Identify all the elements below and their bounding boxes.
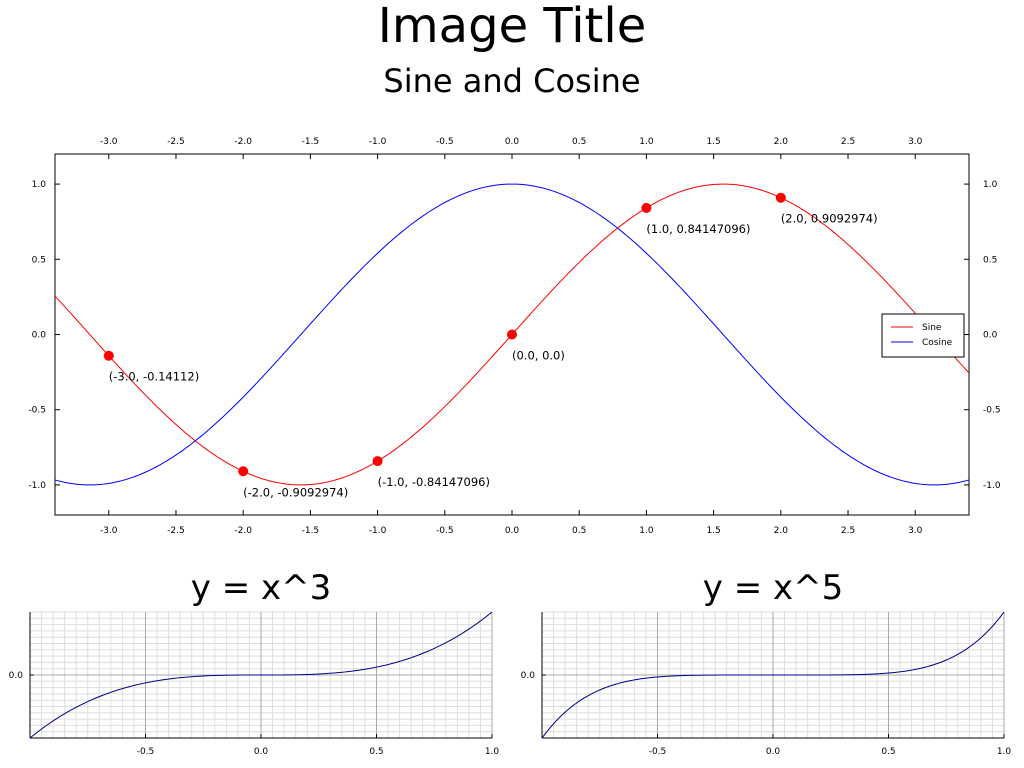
data-point-marker bbox=[103, 350, 114, 361]
x-tick-label: 0.0 bbox=[766, 747, 781, 757]
x-tick-label-bottom: 0.5 bbox=[572, 526, 586, 536]
x-tick-label: 0.5 bbox=[881, 747, 895, 757]
x-tick-label-bottom: -3.0 bbox=[100, 526, 118, 536]
x-tick-label-bottom: -2.5 bbox=[167, 526, 185, 536]
x-tick-label: -0.5 bbox=[137, 747, 155, 757]
x-tick-label-top: -3.0 bbox=[100, 137, 118, 147]
x-tick-label-top: 1.0 bbox=[639, 137, 654, 147]
x-tick-label-top: 1.5 bbox=[706, 137, 720, 147]
y-tick-label-left: -0.5 bbox=[28, 406, 46, 416]
data-point-marker bbox=[372, 456, 383, 467]
data-point-marker bbox=[775, 192, 786, 203]
x-tick-label-bottom: 1.0 bbox=[639, 526, 654, 536]
x-tick-label-bottom: 3.0 bbox=[908, 526, 923, 536]
x-tick-label-bottom: 0.0 bbox=[505, 526, 520, 536]
y-tick-label-right: -1.0 bbox=[983, 481, 1001, 491]
y-tick-label: 0.0 bbox=[521, 671, 536, 681]
quintic-chart-title: y = x^5 bbox=[702, 568, 844, 608]
x-tick-label-bottom: 2.0 bbox=[774, 526, 789, 536]
x-tick-label-bottom: -1.5 bbox=[302, 526, 320, 536]
x-tick-label-top: 0.0 bbox=[505, 137, 520, 147]
x-tick-label-top: -2.5 bbox=[167, 137, 185, 147]
data-point-label: (-1.0, -0.84147096) bbox=[378, 475, 490, 489]
legend-box bbox=[881, 313, 965, 358]
data-point-label: (1.0, 0.84147096) bbox=[646, 222, 750, 236]
data-point-marker bbox=[238, 466, 249, 477]
x-tick-label: 0.5 bbox=[369, 747, 383, 757]
x-tick-label-bottom: -0.5 bbox=[436, 526, 454, 536]
y-tick-label-left: 1.0 bbox=[32, 180, 47, 190]
cubic-chart: -0.5 0.0 0.5 1.0 0.0 bbox=[9, 611, 500, 757]
data-point-label: (0.0, 0.0) bbox=[512, 349, 565, 363]
x-tick-label-top: -0.5 bbox=[436, 137, 454, 147]
y-tick-label-right: -0.5 bbox=[983, 406, 1001, 416]
y-tick-label-left: 0.0 bbox=[32, 331, 47, 341]
data-point-marker bbox=[507, 329, 517, 340]
y-tick-label-right: 1.0 bbox=[983, 180, 998, 190]
series-line-quintic bbox=[541, 611, 1005, 739]
data-point-label: (-2.0, -0.9092974) bbox=[243, 485, 348, 499]
x-tick-label: 1.0 bbox=[485, 747, 500, 757]
y-tick-label-right: 0.0 bbox=[983, 331, 998, 341]
cubic-chart-title: y = x^3 bbox=[190, 568, 332, 608]
series-line-cosine bbox=[54, 183, 970, 486]
legend-label-cosine: Cosine bbox=[922, 338, 953, 348]
data-point-label: (2.0, 0.9092974) bbox=[781, 212, 878, 226]
x-tick-label-bottom: 2.5 bbox=[841, 526, 855, 536]
quintic-chart: -0.5 0.0 0.5 1.0 0.0 bbox=[521, 611, 1012, 757]
x-tick-label-bottom: 1.5 bbox=[706, 526, 720, 536]
series-line-cubic bbox=[29, 611, 493, 739]
x-tick-label: 1.0 bbox=[997, 747, 1012, 757]
y-tick-label-right: 0.5 bbox=[983, 255, 997, 265]
x-tick-label-top: -1.0 bbox=[369, 137, 387, 147]
legend-label-sine: Sine bbox=[922, 323, 942, 333]
x-tick-label-top: -1.5 bbox=[302, 137, 320, 147]
data-point-marker bbox=[641, 202, 652, 213]
x-tick-label: -0.5 bbox=[649, 747, 667, 757]
x-tick-label-top: 0.5 bbox=[572, 137, 586, 147]
page-title: Image Title bbox=[377, 0, 647, 54]
page-subtitle: Sine and Cosine bbox=[383, 62, 641, 100]
data-point-label: (-3.0, -0.14112) bbox=[109, 370, 199, 384]
x-tick-label: 0.0 bbox=[254, 747, 269, 757]
x-tick-label-top: 3.0 bbox=[908, 137, 923, 147]
y-tick-label: 0.0 bbox=[9, 671, 24, 681]
sine-cosine-chart: -3.0 -3.0 -2.5 -2.5 -2.0 -2.0 -1.5 -1.5 -1.0 -1.0… bbox=[28, 137, 1000, 536]
x-tick-label-top: 2.0 bbox=[774, 137, 789, 147]
x-tick-label-top: -2.0 bbox=[234, 137, 252, 147]
x-tick-label-bottom: -2.0 bbox=[234, 526, 252, 536]
x-tick-label-top: 2.5 bbox=[841, 137, 855, 147]
x-tick-label-bottom: -1.0 bbox=[369, 526, 387, 536]
y-tick-label-left: -1.0 bbox=[28, 481, 46, 491]
y-tick-label-left: 0.5 bbox=[32, 255, 46, 265]
